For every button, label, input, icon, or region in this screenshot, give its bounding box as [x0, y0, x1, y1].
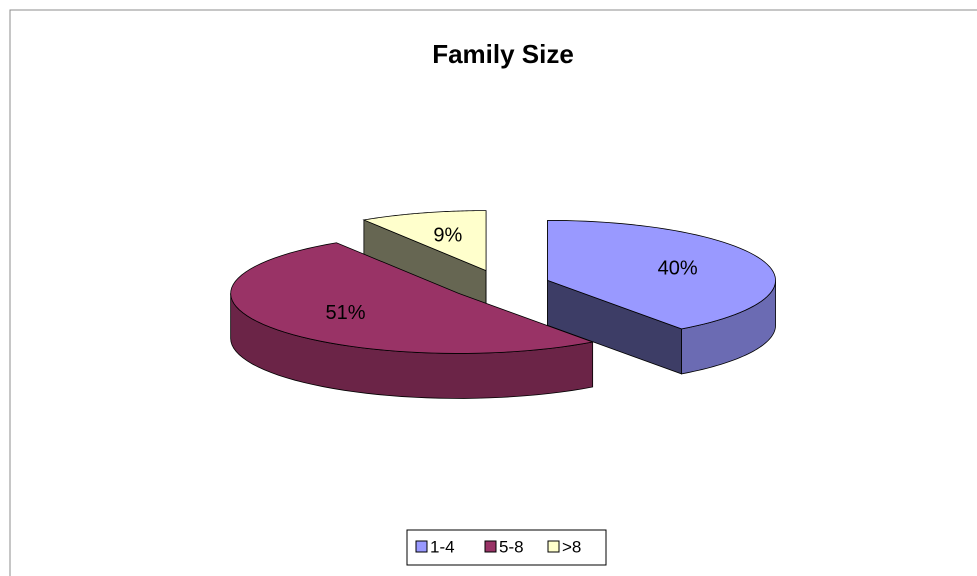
chart-frame — [9, 9, 977, 576]
legend-swatch — [415, 540, 428, 553]
legend-swatch — [484, 540, 497, 553]
legend-box — [406, 529, 607, 566]
data-label: 9% — [433, 224, 462, 246]
legend-label: 5-8 — [499, 537, 524, 556]
slice — [230, 242, 595, 354]
slice — [547, 219, 776, 330]
legend-label: 1-4 — [430, 537, 455, 556]
slice — [362, 210, 487, 272]
legend-swatch — [547, 540, 560, 553]
chart-title: Family Size — [432, 39, 574, 69]
data-label: 51% — [325, 302, 365, 324]
legend-label: >8 — [562, 537, 581, 556]
data-label: 40% — [658, 258, 698, 280]
